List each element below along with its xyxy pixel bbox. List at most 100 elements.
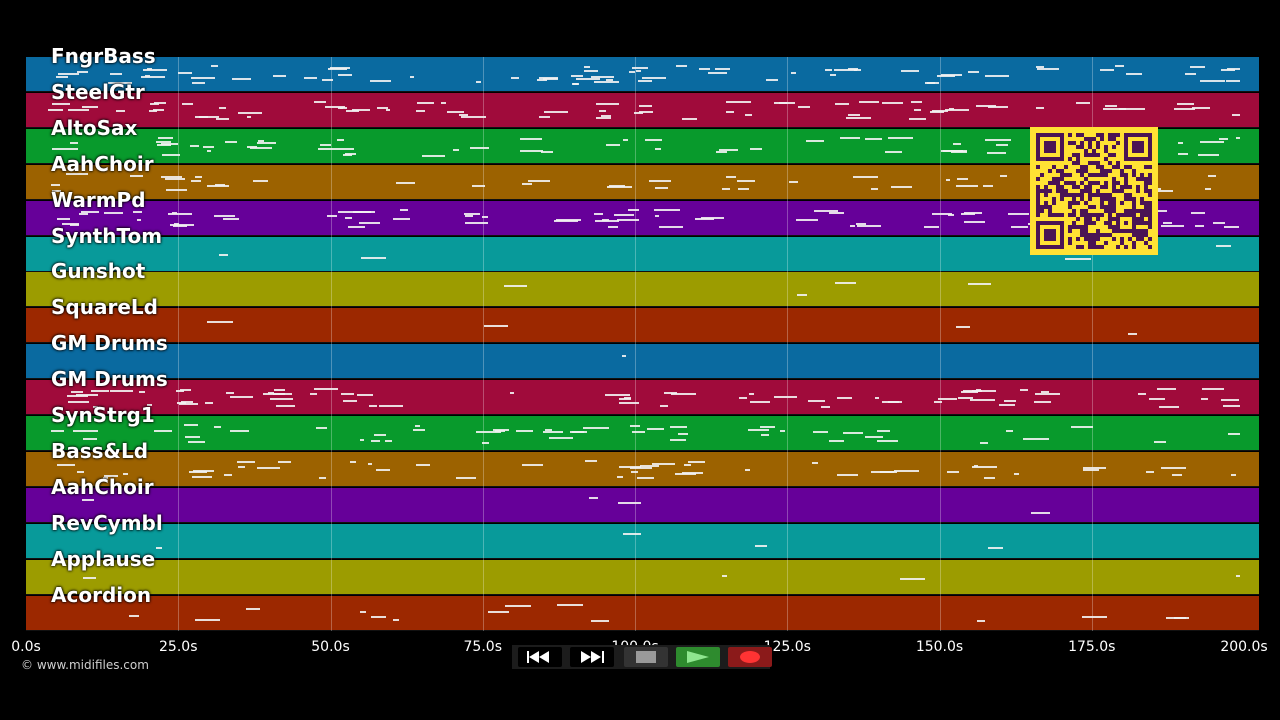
note-event <box>256 466 281 469</box>
time-gridline <box>939 57 941 631</box>
note-event <box>840 137 860 140</box>
play-button[interactable] <box>676 647 720 667</box>
note-event <box>245 607 261 610</box>
note-event <box>847 114 860 117</box>
note-event <box>149 109 157 112</box>
track-lane <box>26 559 1259 595</box>
track-name: SynthTom <box>51 223 163 248</box>
rewind-icon <box>527 651 549 663</box>
note-event <box>571 74 584 77</box>
note-event <box>154 102 167 105</box>
note-event <box>1192 106 1210 109</box>
note-event <box>521 464 544 467</box>
note-event <box>356 393 374 396</box>
track-lane <box>26 487 1259 523</box>
note-event <box>576 77 600 80</box>
note-event <box>1003 399 1016 402</box>
note-event <box>359 610 367 613</box>
time-tick-label: 150.0s <box>915 639 964 655</box>
note-event <box>52 189 62 192</box>
note-event <box>1201 388 1225 391</box>
note-event <box>168 212 192 215</box>
note-event <box>464 214 473 217</box>
note-event <box>176 390 184 393</box>
note-event <box>670 426 687 429</box>
note-event <box>72 429 99 432</box>
note-event <box>628 209 639 212</box>
note-event <box>964 211 983 214</box>
note-event <box>374 433 387 436</box>
note-event <box>813 430 828 433</box>
note-event <box>50 429 65 432</box>
time-tick-label: 50.0s <box>311 639 350 655</box>
note-event <box>216 117 229 120</box>
note-event <box>1160 467 1187 470</box>
note-event <box>828 211 845 214</box>
note-event <box>199 116 220 119</box>
note-event <box>67 401 90 404</box>
note-event <box>464 212 480 215</box>
note-event <box>1200 80 1225 83</box>
note-event <box>601 114 611 117</box>
note-event <box>115 109 126 112</box>
note-event <box>273 392 292 395</box>
stop-button[interactable] <box>624 647 668 667</box>
note-event <box>230 430 249 433</box>
copyright-text: © www.midifiles.com <box>21 658 149 672</box>
record-button[interactable] <box>728 647 772 667</box>
note-event <box>246 116 251 119</box>
note-event <box>519 149 544 152</box>
note-event <box>947 214 954 217</box>
note-event <box>109 390 134 393</box>
note-event <box>738 188 750 191</box>
note-event <box>790 72 797 75</box>
note-event <box>639 110 654 113</box>
note-event <box>700 216 725 219</box>
note-event <box>258 139 264 142</box>
note-event <box>963 390 982 393</box>
note-event <box>1126 72 1142 75</box>
note-event <box>375 468 390 471</box>
note-event <box>392 218 411 221</box>
note-event <box>161 175 182 178</box>
note-event <box>999 174 1007 177</box>
note-event <box>722 574 727 577</box>
note-event <box>147 403 153 406</box>
note-event <box>310 392 317 395</box>
note-event <box>744 113 752 116</box>
note-event <box>544 111 569 114</box>
note-event <box>593 80 619 83</box>
note-event <box>1226 67 1240 70</box>
note-event <box>1224 226 1239 229</box>
note-event <box>956 177 969 180</box>
track-lane <box>26 380 1259 416</box>
note-event <box>392 619 400 622</box>
rewind-button[interactable] <box>518 647 562 667</box>
note-event <box>195 115 208 118</box>
note-event <box>472 184 486 187</box>
note-event <box>185 435 200 438</box>
note-event <box>659 404 669 407</box>
note-event <box>748 393 755 395</box>
note-event <box>237 465 246 468</box>
note-event <box>172 211 177 214</box>
note-event <box>638 104 652 107</box>
note-event <box>958 397 973 400</box>
note-event <box>945 178 951 181</box>
note-event <box>141 75 165 78</box>
note-event <box>973 465 979 468</box>
note-event <box>932 110 948 113</box>
note-event <box>162 154 181 157</box>
note-event <box>138 391 146 394</box>
note-event <box>595 102 619 105</box>
fast-forward-button[interactable] <box>570 647 614 667</box>
note-event <box>132 211 142 214</box>
note-event <box>333 148 354 151</box>
note-event <box>225 391 234 394</box>
note-event <box>173 223 179 226</box>
note-event <box>192 469 214 472</box>
note-event <box>788 180 799 183</box>
note-event <box>726 101 751 104</box>
note-event <box>493 428 509 431</box>
